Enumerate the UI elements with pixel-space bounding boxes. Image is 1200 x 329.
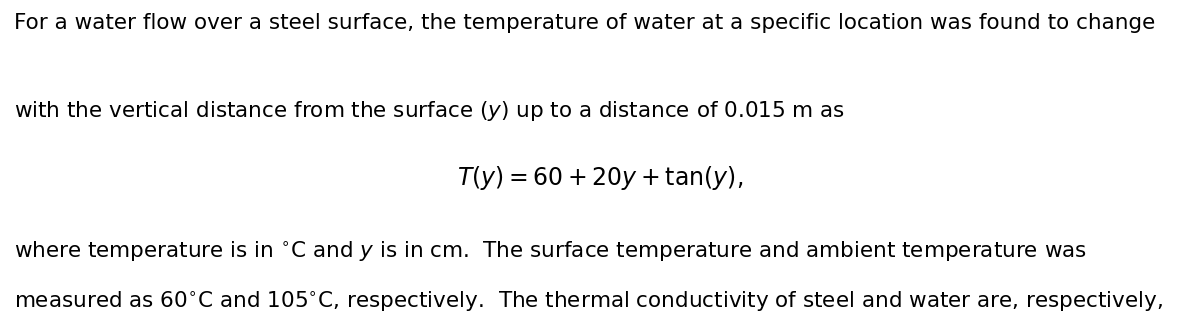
Text: where temperature is in $^{\circ}$C and $y$ is in cm.  The surface temperature a: where temperature is in $^{\circ}$C and … bbox=[14, 240, 1087, 264]
Text: measured as 60$^{\circ}$C and 105$^{\circ}$C, respectively.  The thermal conduct: measured as 60$^{\circ}$C and 105$^{\cir… bbox=[14, 290, 1164, 314]
Text: For a water flow over a steel surface, the temperature of water at a specific lo: For a water flow over a steel surface, t… bbox=[14, 13, 1156, 33]
Text: $T(y) = 60 + 20y + \tan(y),$: $T(y) = 60 + 20y + \tan(y),$ bbox=[457, 164, 743, 192]
Text: with the vertical distance from the surface ($y$) up to a distance of 0.015 m as: with the vertical distance from the surf… bbox=[14, 99, 846, 123]
